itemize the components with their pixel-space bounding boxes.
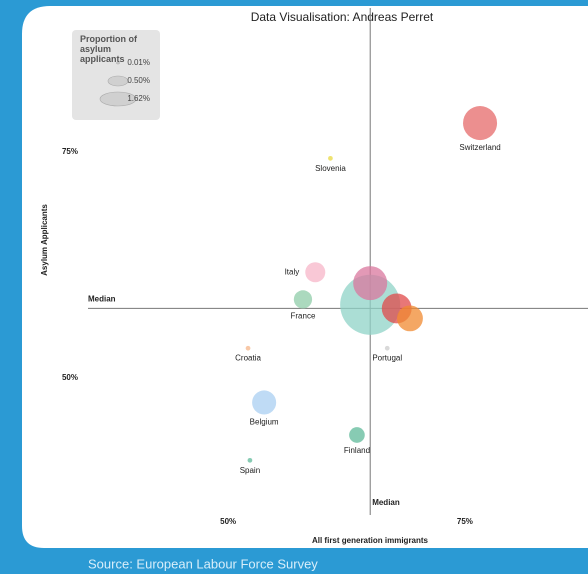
bubble-label: Spain bbox=[240, 466, 260, 475]
bubble bbox=[305, 262, 326, 283]
bubble-label: Croatia bbox=[235, 354, 261, 363]
bubble-label: Italy bbox=[285, 267, 300, 276]
bubble bbox=[293, 290, 313, 309]
x-axis-label: All first generation immigrants bbox=[312, 536, 429, 545]
bubble bbox=[245, 345, 251, 351]
median-label: Median bbox=[88, 295, 116, 304]
bubble bbox=[384, 345, 390, 351]
bubble bbox=[252, 390, 277, 415]
y-tick-label: 50% bbox=[62, 373, 78, 382]
x-tick-label: 75% bbox=[457, 517, 473, 526]
legend-marker bbox=[116, 61, 120, 65]
source: Source: European Labour Force Survey bbox=[88, 556, 318, 571]
legend-label: 1.62% bbox=[127, 94, 150, 103]
bubble-label: Portugal bbox=[372, 354, 402, 363]
bubble bbox=[328, 155, 333, 161]
bubble-label: Finland bbox=[344, 446, 370, 455]
bubble-label: Switzerland bbox=[459, 143, 500, 152]
legend-label: 0.50% bbox=[127, 76, 150, 85]
bubble bbox=[353, 266, 388, 301]
bubble-label: France bbox=[291, 312, 316, 321]
bubble bbox=[397, 305, 423, 332]
chart-title: Data Visualisation: Andreas Perret bbox=[251, 10, 434, 24]
legend-box bbox=[72, 30, 160, 120]
bubble-label: Slovenia bbox=[315, 164, 346, 173]
legend-marker bbox=[107, 75, 129, 87]
bubble bbox=[247, 457, 253, 463]
legend-marker bbox=[99, 91, 137, 107]
bubble-label: Belgium bbox=[250, 418, 279, 427]
panel bbox=[22, 6, 588, 548]
bubble bbox=[463, 106, 498, 141]
legend-label: 0.01% bbox=[127, 58, 150, 67]
x-tick-label: 50% bbox=[220, 517, 236, 526]
bubble bbox=[349, 427, 365, 443]
y-tick-label: 75% bbox=[62, 147, 78, 156]
y-axis-label: Asylum Applicants bbox=[40, 204, 49, 276]
median-label: Median bbox=[372, 498, 400, 507]
legend-title: Proportion of asylum applicants bbox=[80, 34, 137, 64]
